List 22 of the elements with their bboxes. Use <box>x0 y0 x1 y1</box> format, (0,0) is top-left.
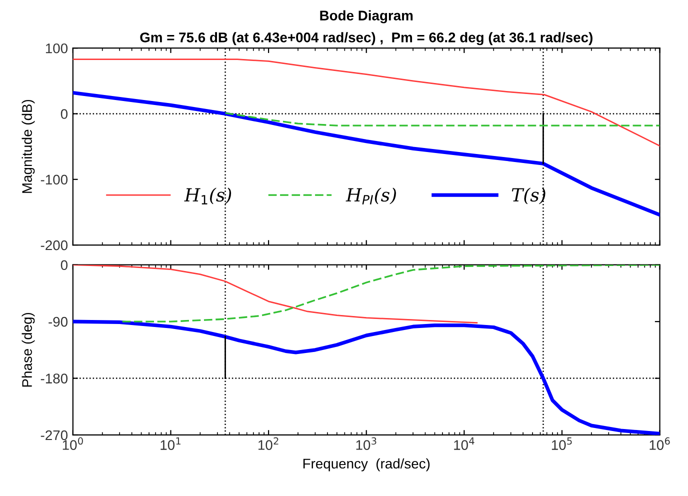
y-tick-label: -180 <box>40 374 68 384</box>
legend-label: H$_{1}$(s) <box>184 188 232 204</box>
y-axis-title: Magnitude (dB) <box>22 100 35 193</box>
x-tick-label: 10$^{4}$ <box>454 437 474 450</box>
x-axis-title: Frequency (rad/sec) <box>303 458 430 472</box>
y-tick-label: 100 <box>46 43 68 54</box>
x-tick-label: 10$^{1}$ <box>160 437 180 450</box>
y-axis-title: Phase (deg) <box>22 312 35 387</box>
y-tick-label: 0 <box>60 260 68 270</box>
legend-label: H$_{PI}$(s) <box>346 188 396 204</box>
y-tick-label: -270 <box>40 430 68 440</box>
x-tick-label: 10$^{5}$ <box>552 437 572 450</box>
x-tick-label: 10$^{2}$ <box>258 437 278 450</box>
x-tick-label: 10$^{3}$ <box>356 437 376 450</box>
x-tick-label: 10$^{6}$ <box>650 437 670 450</box>
y-tick-label: -90 <box>48 316 68 327</box>
chart-title: Bode Diagram <box>320 10 413 24</box>
y-tick-label: -200 <box>40 240 68 250</box>
y-tick-label: 0 <box>60 109 68 119</box>
y-tick-label: -100 <box>40 174 68 185</box>
chart-subtitle: Gm = 75.6 dB (at 6.43e+004 rad/sec) , Pm = 66.2 deg (at 36.1 rad/sec) <box>140 32 592 46</box>
legend-label: T(s) <box>512 188 546 204</box>
